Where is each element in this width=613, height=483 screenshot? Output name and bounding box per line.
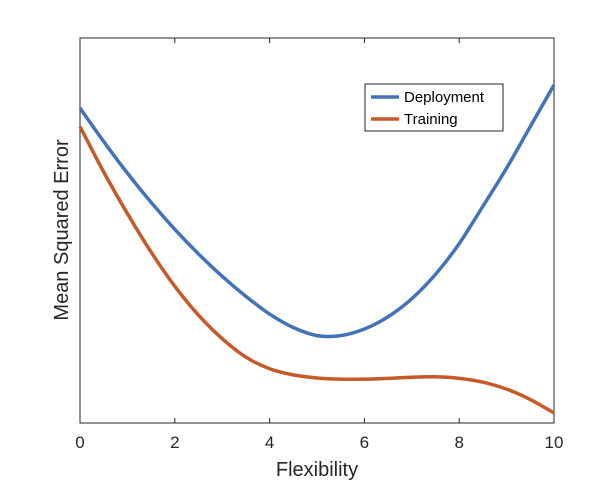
deployment-line xyxy=(78,84,556,339)
x-tick-label: 10 xyxy=(545,433,564,452)
x-axis-label: Flexibility xyxy=(276,459,358,481)
x-tick-label: 2 xyxy=(170,433,179,452)
legend: Deployment Training xyxy=(364,83,504,132)
legend-label-deployment: Deployment xyxy=(404,89,485,106)
x-tick-label: 6 xyxy=(360,433,369,452)
series-lines xyxy=(78,84,556,415)
x-ticks: 0 2 4 6 8 10 xyxy=(75,38,563,452)
x-tick-label: 0 xyxy=(75,433,84,452)
y-axis-label: Mean Squared Error xyxy=(51,139,73,321)
legend-label-training: Training xyxy=(404,111,458,128)
legend-box xyxy=(364,83,504,132)
training-line xyxy=(78,125,555,415)
x-tick-label: 8 xyxy=(454,433,463,452)
x-tick-label: 4 xyxy=(265,433,274,452)
